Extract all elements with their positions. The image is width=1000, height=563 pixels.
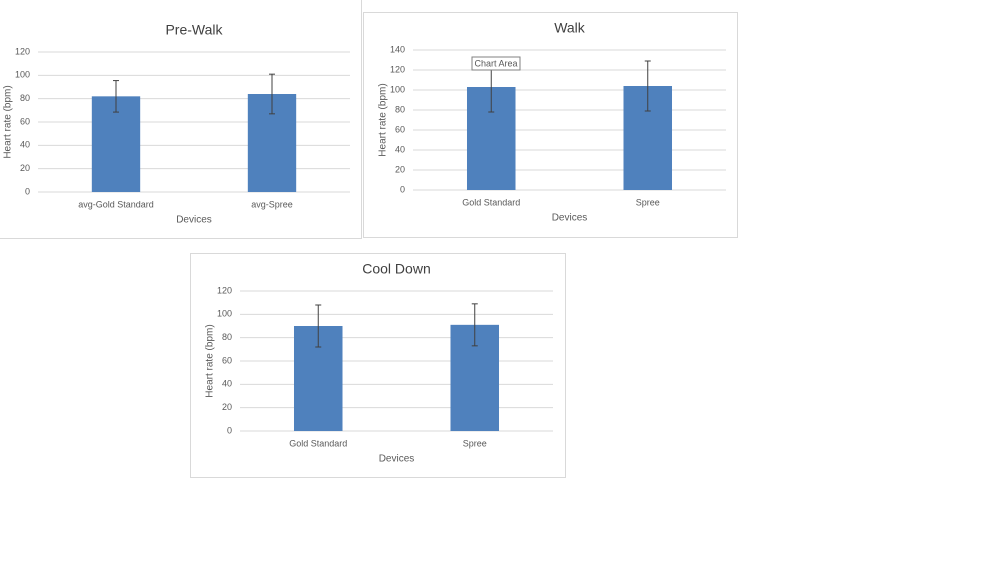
y-tick-label: 120: [217, 285, 232, 295]
y-tick-label: 20: [395, 164, 405, 174]
y-tick-label: 100: [390, 84, 405, 94]
y-tick-label: 100: [15, 70, 30, 80]
chart-frame: [0, 0, 362, 239]
y-axis-label: Heart rate (bpm): [378, 83, 389, 156]
chart-frame: [190, 253, 566, 478]
x-tick-label: avg-Gold Standard: [78, 199, 154, 209]
y-tick-label: 60: [222, 355, 232, 365]
y-tick-label: 100: [217, 309, 232, 319]
x-tick-label: Gold Standard: [462, 197, 520, 207]
x-tick-label: avg-Spree: [251, 199, 293, 209]
y-tick-label: 0: [400, 184, 405, 194]
y-tick-label: 0: [25, 186, 30, 196]
chart-title: Cool Down: [362, 261, 430, 277]
y-tick-label: 80: [222, 332, 232, 342]
y-tick-label: 20: [20, 163, 30, 173]
y-tick-label: 60: [395, 124, 405, 134]
chart-title: Pre-Walk: [165, 22, 223, 38]
x-tick-label: Spree: [636, 197, 660, 207]
y-tick-label: 40: [222, 379, 232, 389]
y-axis-label: Heart rate (bpm): [3, 85, 14, 158]
x-tick-label: Gold Standard: [289, 438, 347, 448]
y-tick-label: 120: [390, 64, 405, 74]
y-tick-label: 40: [395, 144, 405, 154]
y-tick-label: 0: [227, 425, 232, 435]
tooltip-text: Chart Area: [474, 58, 517, 68]
y-tick-label: 80: [395, 104, 405, 114]
y-tick-label: 80: [20, 93, 30, 103]
x-tick-label: Spree: [463, 438, 487, 448]
y-tick-label: 120: [15, 46, 30, 56]
tooltip-box: [471, 56, 521, 71]
y-tick-label: 140: [390, 44, 405, 54]
y-tick-label: 60: [20, 116, 30, 126]
x-axis-label: Devices: [379, 454, 415, 465]
y-tick-label: 20: [222, 402, 232, 412]
y-tick-label: 40: [20, 140, 30, 150]
y-axis-label: Heart rate (bpm): [205, 324, 216, 397]
chart-frame: [363, 12, 738, 238]
x-axis-label: Devices: [176, 215, 212, 226]
chart-title: Walk: [554, 20, 586, 36]
x-axis-label: Devices: [552, 213, 588, 224]
